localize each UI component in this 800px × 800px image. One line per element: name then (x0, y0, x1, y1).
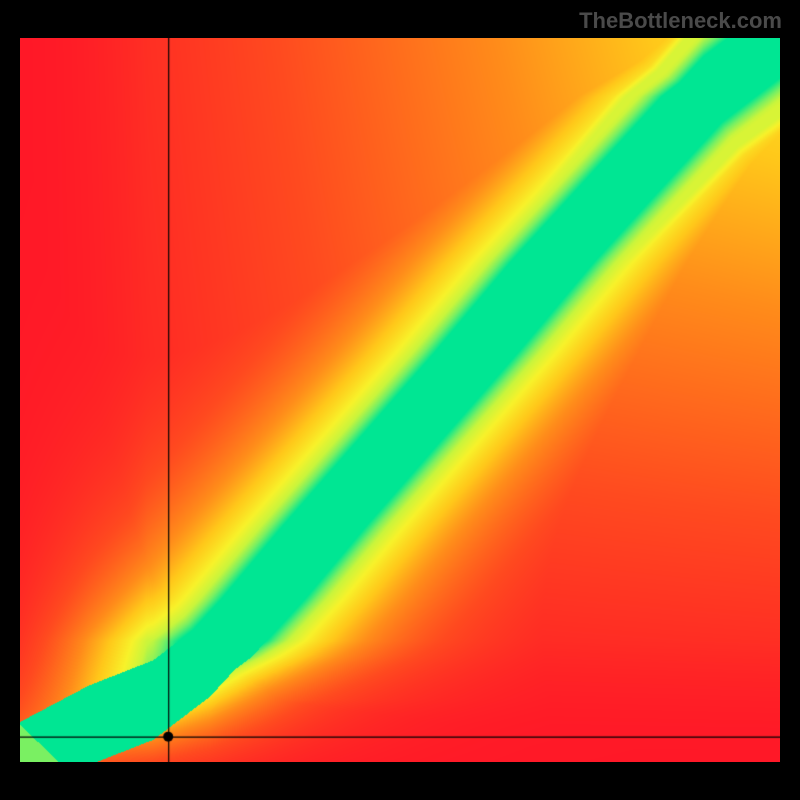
crosshair-overlay (20, 38, 780, 762)
heatmap-plot (20, 38, 780, 762)
watermark-text: TheBottleneck.com (579, 8, 782, 34)
